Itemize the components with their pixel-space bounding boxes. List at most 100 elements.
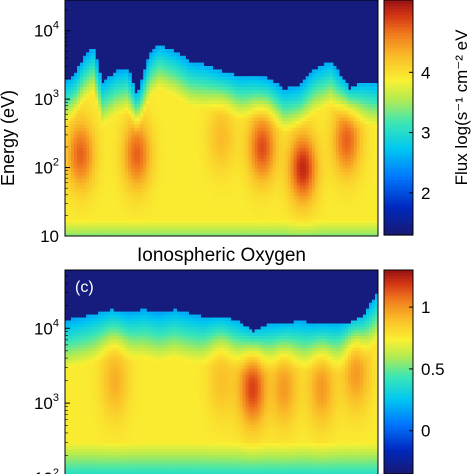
heatmap-cell — [65, 120, 69, 125]
heatmap-cell — [359, 154, 364, 159]
heatmap-cell — [359, 106, 364, 111]
heatmap-cell — [209, 168, 214, 172]
heatmap-cell — [176, 178, 180, 183]
heatmap-cell — [98, 110, 102, 115]
heatmap-cell — [317, 83, 322, 87]
heatmap-cell — [200, 83, 205, 87]
heatmap-cell — [80, 154, 84, 159]
heatmap-cell — [80, 174, 84, 179]
heatmap-cell — [98, 96, 102, 101]
heatmap-cell — [245, 127, 250, 132]
heatmap-cell — [251, 178, 256, 183]
heatmap-cell — [284, 137, 289, 142]
heatmap-cell — [107, 205, 111, 210]
heatmap-cell — [323, 174, 328, 179]
heatmap-cell — [233, 100, 238, 104]
heatmap-cell — [263, 110, 268, 115]
heatmap-cell — [170, 174, 174, 179]
heatmap-cell — [290, 154, 295, 159]
heatmap-cell — [224, 212, 229, 217]
heatmap-cell — [98, 137, 102, 142]
heatmap-cell — [206, 134, 211, 138]
heatmap-cell — [215, 168, 220, 172]
heatmap-cell — [221, 110, 226, 115]
heatmap-cell — [323, 89, 328, 94]
heatmap-cell — [266, 157, 271, 162]
heatmap-cell — [311, 151, 316, 155]
heatmap-cell — [368, 123, 373, 128]
heatmap-cell — [257, 86, 262, 91]
heatmap-cell — [140, 232, 144, 236]
heatmap-cell — [332, 106, 337, 111]
heatmap-cell — [203, 89, 208, 94]
heatmap-cell — [95, 69, 99, 74]
heatmap-cell — [326, 103, 331, 108]
heatmap-cell — [146, 225, 150, 230]
heatmap-cell — [251, 93, 256, 98]
heatmap-cell — [299, 110, 304, 115]
heatmap-cell — [161, 212, 165, 217]
heatmap-cell — [68, 147, 72, 152]
heatmap-cell — [317, 222, 322, 227]
heatmap-cell — [140, 219, 144, 223]
heatmap-cell — [332, 147, 337, 152]
heatmap-cell — [146, 89, 150, 94]
heatmap-cell — [299, 198, 304, 203]
heatmap-cell — [266, 110, 271, 115]
heatmap-cell — [218, 212, 223, 217]
heatmap-cell — [152, 140, 156, 145]
heatmap-cell — [371, 185, 376, 189]
heatmap-cell — [341, 89, 346, 94]
heatmap-cell — [161, 205, 165, 210]
heatmap-cell — [335, 188, 340, 193]
heatmap-cell — [314, 127, 319, 132]
heatmap-cell — [239, 195, 244, 200]
heatmap-cell — [308, 72, 313, 77]
heatmap-cell — [155, 93, 159, 98]
heatmap-cell — [197, 202, 202, 206]
heatmap-cell — [173, 72, 177, 77]
heatmap-cell — [83, 164, 87, 169]
heatmap-cell — [89, 161, 93, 166]
heatmap-cell — [335, 157, 340, 162]
heatmap-cell — [242, 100, 247, 104]
heatmap-cell — [272, 222, 277, 227]
heatmap-cell — [188, 225, 192, 230]
heatmap-cell — [74, 106, 78, 111]
heatmap-cell — [83, 174, 87, 179]
heatmap-cell — [305, 134, 310, 138]
heatmap-cell — [230, 100, 235, 104]
heatmap-cell — [317, 198, 322, 203]
heatmap-cell — [167, 113, 171, 118]
heatmap-cell — [104, 144, 108, 149]
heatmap-cell — [71, 86, 75, 91]
heatmap-cell — [239, 174, 244, 179]
heatmap-cell — [194, 130, 199, 135]
heatmap-cell — [143, 93, 147, 98]
heatmap-cell — [281, 174, 286, 179]
heatmap-cell — [257, 219, 262, 223]
heatmap-cell — [77, 171, 81, 176]
heatmap-cell — [338, 110, 343, 115]
heatmap-cell — [302, 157, 307, 162]
heatmap-cell — [80, 144, 84, 149]
heatmap-cell — [134, 134, 138, 138]
heatmap-cell — [317, 130, 322, 135]
heatmap-cell — [146, 219, 150, 223]
heatmap-cell — [269, 93, 274, 98]
heatmap-cell — [200, 110, 205, 115]
heatmap-cell — [335, 154, 340, 159]
heatmap-cell — [122, 134, 126, 138]
heatmap-cell — [254, 222, 259, 227]
heatmap-cell — [131, 219, 135, 223]
heatmap-cell — [329, 100, 334, 104]
heatmap-cell — [236, 137, 241, 142]
heatmap-cell — [143, 137, 147, 142]
heatmap-cell — [122, 100, 126, 104]
heatmap-cell — [251, 185, 256, 189]
heatmap-cell — [77, 144, 81, 149]
heatmap-cell — [248, 103, 253, 108]
heatmap-cell — [140, 208, 144, 213]
heatmap-cell — [128, 93, 132, 98]
heatmap-cell — [155, 96, 159, 101]
